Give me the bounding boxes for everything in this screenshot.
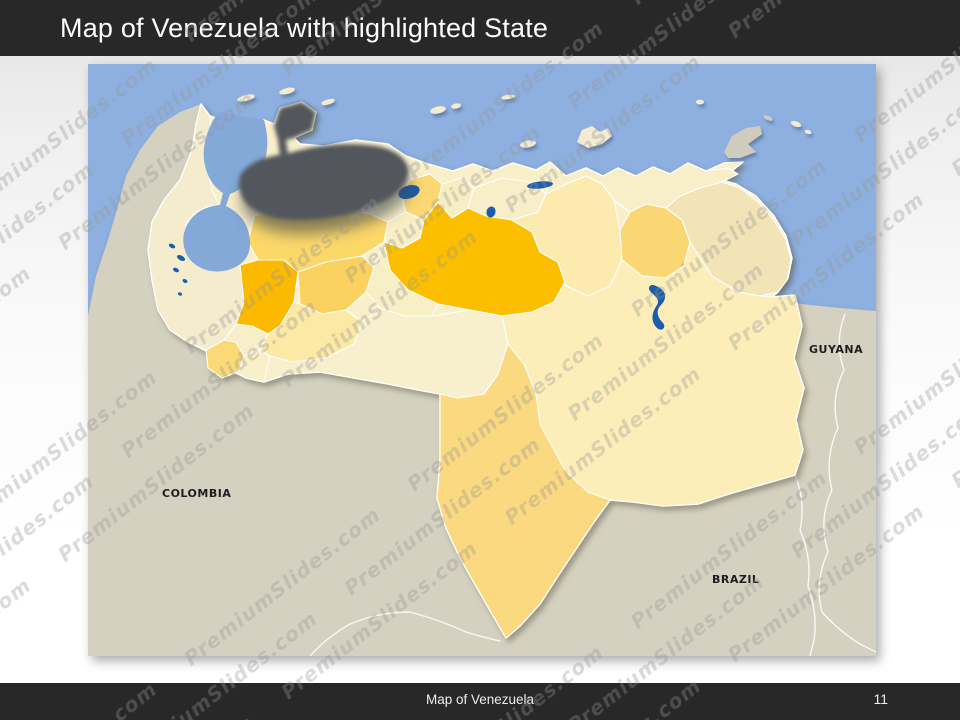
unare-lagoon	[527, 181, 553, 189]
footer-bar: Map of Venezuela 11	[0, 683, 960, 720]
water-bodies	[168, 112, 666, 330]
island-aruba	[237, 94, 255, 102]
island-tobago	[763, 115, 773, 121]
guri-reservoir	[648, 284, 666, 330]
state-amazonas	[436, 343, 611, 639]
island-las-aves	[430, 106, 446, 114]
lake-maracaibo	[183, 112, 268, 272]
label-guyana: GUYANA	[809, 343, 863, 356]
island-orchila	[501, 94, 515, 100]
island-margarita	[577, 126, 612, 148]
footer-title: Map of Venezuela	[425, 692, 535, 707]
island-los-roques	[451, 103, 461, 109]
island-trinidad	[724, 126, 762, 158]
state-sucre	[545, 161, 739, 213]
country-borders	[309, 313, 876, 656]
page-title: Map of Venezuela with highlighted State	[60, 12, 549, 43]
page-number: 11	[873, 691, 888, 707]
highlighted-state	[239, 102, 411, 234]
trinidad-group	[724, 115, 773, 158]
island-blanquilla	[696, 99, 704, 105]
venezuela-states	[147, 101, 805, 639]
venezuela-map: COLOMBIA GUYANA BRAZIL	[88, 64, 876, 656]
highlighted-state-shape	[239, 102, 409, 220]
title-bar: Map of Venezuela with highlighted State	[0, 0, 960, 56]
label-brazil: BRAZIL	[712, 573, 759, 586]
island-bonaire	[321, 98, 335, 106]
country-border-guyana-brazil	[794, 474, 816, 656]
country-border-guyana-west	[818, 313, 876, 653]
island-los-testigos	[790, 120, 802, 128]
country-border-colombia-brazil	[309, 611, 501, 656]
island-granada	[804, 129, 812, 135]
map-panel: COLOMBIA GUYANA BRAZIL	[88, 64, 876, 656]
island-la-tortuga	[520, 140, 536, 148]
lagoons-zulia	[168, 243, 188, 296]
label-colombia: COLOMBIA	[162, 487, 231, 500]
islands	[237, 87, 812, 148]
lake-guarico	[486, 206, 496, 218]
island-curacao	[279, 87, 295, 95]
